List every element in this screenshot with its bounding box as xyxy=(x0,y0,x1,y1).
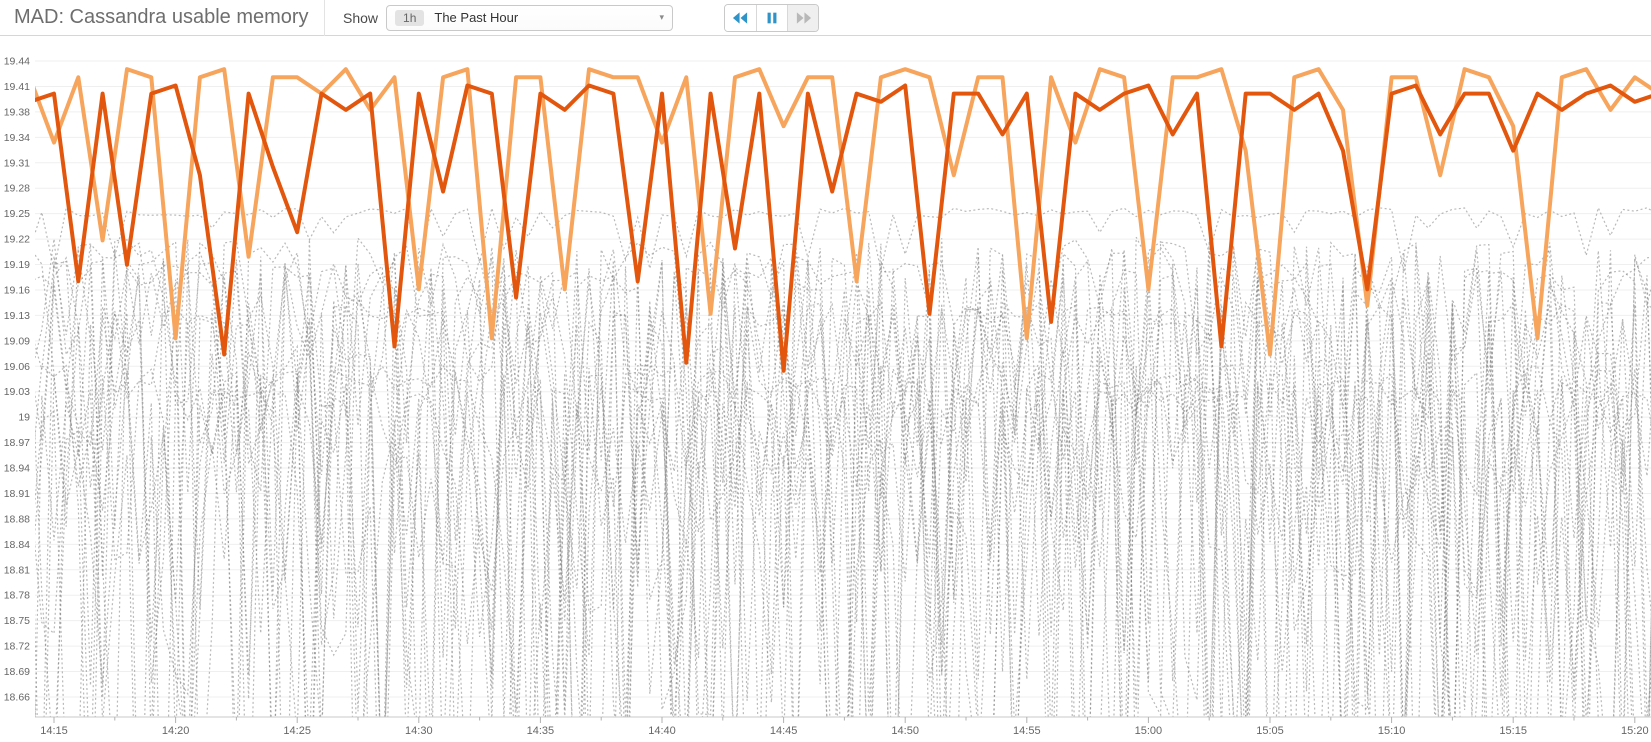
background-series-line xyxy=(35,205,1651,273)
background-series-line xyxy=(43,240,1651,717)
y-tick-label: 19.25 xyxy=(4,208,30,220)
title-section: MAD: Cassandra usable memory xyxy=(0,0,325,36)
y-tick-label: 18.72 xyxy=(4,641,30,653)
y-tick-label: 19.06 xyxy=(4,361,30,373)
y-tick-label: 18.91 xyxy=(4,488,30,500)
background-series-line xyxy=(35,368,1629,717)
y-tick-label: 18.66 xyxy=(4,692,30,704)
x-tick-label: 14:45 xyxy=(770,725,798,737)
x-tick-label: 15:00 xyxy=(1135,725,1163,737)
background-series-line xyxy=(35,261,1651,717)
y-tick-label: 19.34 xyxy=(4,132,30,144)
x-tick-label: 14:50 xyxy=(891,725,919,737)
y-tick-label: 18.97 xyxy=(4,437,30,449)
background-host-lines xyxy=(35,205,1651,717)
x-tick-label: 14:25 xyxy=(283,725,311,737)
x-tick-label: 14:20 xyxy=(162,725,190,737)
background-series-line xyxy=(35,266,1651,717)
y-tick-label: 18.75 xyxy=(4,615,30,627)
x-tick-label: 15:05 xyxy=(1256,725,1284,737)
x-tick-label: 15:10 xyxy=(1378,725,1406,737)
y-tick-label: 18.84 xyxy=(4,539,30,551)
y-tick-label: 19.38 xyxy=(4,106,30,118)
y-tick-label: 19.22 xyxy=(4,234,30,246)
x-tick-label: 14:35 xyxy=(527,725,555,737)
y-tick-label: 19 xyxy=(18,412,30,424)
x-tick-label: 14:40 xyxy=(648,725,676,737)
page-title: MAD: Cassandra usable memory xyxy=(14,6,309,28)
y-tick-label: 18.94 xyxy=(4,463,30,475)
y-tick-label: 19.09 xyxy=(4,335,30,347)
background-series-line xyxy=(35,241,1651,717)
background-series-line xyxy=(35,364,1651,717)
background-series-line xyxy=(35,258,1651,717)
timeframe-label: The Past Hour xyxy=(434,10,519,25)
x-tick-label: 14:55 xyxy=(1013,725,1041,737)
x-tick-label: 15:20 xyxy=(1621,725,1649,737)
y-tick-label: 19.44 xyxy=(4,56,30,68)
timeframe-select[interactable]: 1h The Past Hour ▾ xyxy=(386,4,674,31)
timeframe-badge: 1h xyxy=(395,9,425,26)
pause-icon xyxy=(767,12,777,23)
y-tick-label: 18.88 xyxy=(4,513,30,525)
rewind-button[interactable] xyxy=(725,4,757,31)
y-tick-label: 19.16 xyxy=(4,284,30,296)
background-series-line xyxy=(35,255,1651,717)
playback-controls xyxy=(724,3,820,32)
usable-memory-dark-orange-host-line[interactable] xyxy=(30,83,1651,373)
y-tick-label: 19.41 xyxy=(4,81,30,93)
y-tick-label: 18.69 xyxy=(4,666,30,678)
fast-forward-icon xyxy=(796,11,811,24)
y-tick-label: 19.03 xyxy=(4,386,30,398)
y-tick-label: 19.31 xyxy=(4,157,30,169)
y-tick-label: 18.78 xyxy=(4,590,30,602)
x-tick-label: 14:30 xyxy=(405,725,433,737)
rewind-icon xyxy=(732,11,748,24)
x-tick-label: 14:15 xyxy=(40,725,68,737)
y-tick-label: 18.81 xyxy=(4,564,30,576)
background-series-line xyxy=(35,380,1651,717)
y-tick-label: 19.19 xyxy=(4,259,30,271)
y-tick-label: 19.13 xyxy=(4,310,30,322)
chevron-down-icon: ▾ xyxy=(659,12,665,22)
x-tick-label: 15:15 xyxy=(1499,725,1527,737)
y-tick-label: 19.28 xyxy=(4,183,30,195)
header: MAD: Cassandra usable memory Show 1h The… xyxy=(0,0,1651,36)
show-label: Show xyxy=(343,9,379,26)
pause-button[interactable] xyxy=(756,4,788,31)
background-series-line xyxy=(35,236,1651,717)
fast-forward-button[interactable] xyxy=(787,4,819,31)
